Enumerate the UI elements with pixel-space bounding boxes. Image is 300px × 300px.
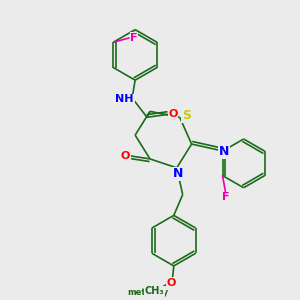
Text: N: N [218, 145, 229, 158]
Text: O: O [166, 278, 176, 288]
Text: F: F [222, 192, 229, 202]
Text: CH₃: CH₃ [145, 286, 164, 296]
Text: NH: NH [116, 94, 134, 104]
Text: O: O [121, 151, 130, 161]
Text: S: S [182, 109, 191, 122]
Text: N: N [173, 167, 183, 180]
Text: methoxy: methoxy [127, 288, 168, 297]
Text: F: F [130, 33, 138, 43]
Text: O: O [169, 109, 178, 119]
